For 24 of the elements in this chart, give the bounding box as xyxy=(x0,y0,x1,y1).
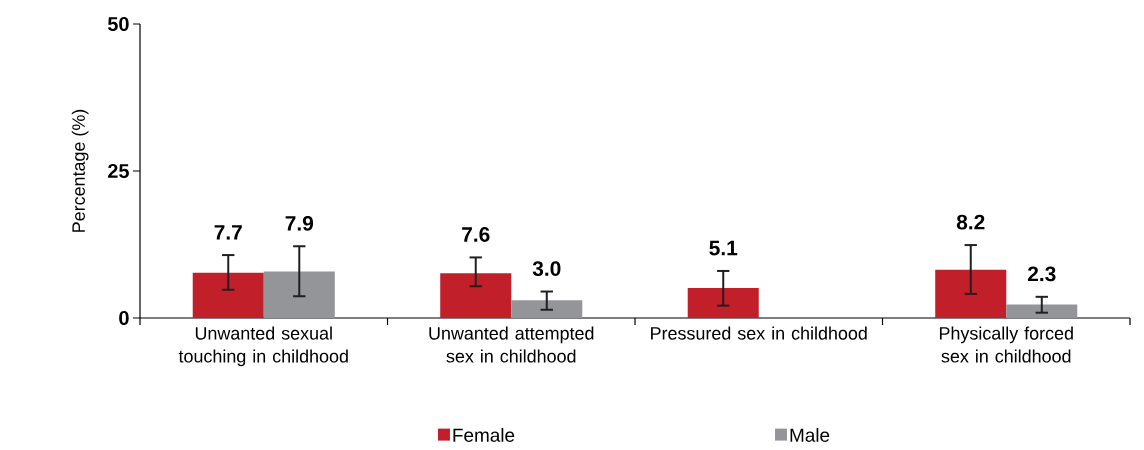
bar xyxy=(511,300,583,318)
y-tick-label: 50 xyxy=(107,16,129,32)
bar xyxy=(935,269,1007,318)
x-tick-label: Unwanted sexual touching in childhood xyxy=(178,326,348,367)
bar xyxy=(263,271,335,318)
x-tick-label: Unwanted attempted sex in childhood xyxy=(429,326,594,363)
bar xyxy=(1006,304,1078,318)
data-label: 2.3 xyxy=(1027,266,1056,282)
data-label: 5.1 xyxy=(709,240,738,256)
x-tick-label: Pressured sex in childhood xyxy=(651,326,867,340)
data-label: 7.9 xyxy=(285,215,314,231)
y-tick-label: 25 xyxy=(108,163,129,179)
legend-label: Female xyxy=(453,428,515,442)
data-label: 7.7 xyxy=(214,225,242,240)
legend-label: Male xyxy=(790,428,830,442)
x-tick-label: Physically forced sex in childhood xyxy=(939,326,1073,363)
bar xyxy=(192,272,264,318)
data-label: 7.6 xyxy=(462,227,490,242)
data-label: 3.0 xyxy=(532,261,561,277)
y-tick-label: 0 xyxy=(119,310,129,326)
data-label: 8.2 xyxy=(956,214,985,230)
bar xyxy=(687,288,759,318)
bar xyxy=(440,273,512,318)
y-axis-title: Percentage (%) xyxy=(71,109,89,232)
